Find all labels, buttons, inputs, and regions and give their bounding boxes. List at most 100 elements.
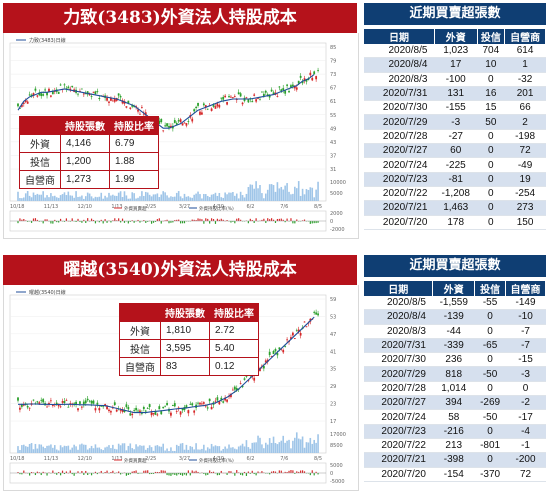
osc-bar [123, 221, 126, 223]
candle-body [65, 399, 68, 401]
candle-body [222, 401, 225, 403]
candle-body [193, 410, 196, 413]
osc-bar [129, 221, 131, 222]
trade-dealer: -198 [504, 129, 546, 145]
osc-bar [272, 471, 275, 473]
osc-bar [301, 220, 304, 221]
candle-body [80, 406, 83, 408]
osc-bar [100, 470, 102, 473]
osc-bar [303, 471, 306, 473]
holdings-table: 持股張數 持股比率 外資 4,146 6.79 投信 1,200 1.88 自營… [19, 116, 159, 189]
volume-bar [88, 448, 91, 453]
osc-bar [168, 473, 170, 476]
candle-body [69, 88, 72, 90]
trade-date: 2020/8/4 [364, 309, 433, 325]
volume-bar [224, 192, 226, 201]
volume-bar [113, 448, 116, 453]
trade-trust: 0 [474, 324, 506, 339]
trades-block-3540: 近期買賣超張數 日期 外資 投信 自營商 2020/8/5 -1,559 -55 -1… [364, 255, 546, 482]
candle-body [92, 400, 95, 404]
volume-bar [247, 187, 250, 201]
volume-bar [158, 446, 161, 453]
osc-bar [127, 221, 129, 224]
volume-bar [220, 197, 223, 201]
candle-body [144, 410, 147, 412]
candle-body [36, 95, 39, 97]
candle-body [293, 338, 296, 339]
volume-bar [284, 185, 286, 201]
volume-bar [40, 444, 43, 453]
osc-bar [56, 221, 58, 223]
trade-trust: 0 [474, 381, 506, 397]
trade-trust: -50 [474, 409, 506, 425]
candle-body [44, 89, 47, 91]
osc-bar [30, 471, 33, 473]
trade-foreign: 213 [432, 438, 475, 454]
volume-bar [113, 195, 116, 201]
volume-bar [204, 450, 207, 453]
trade-date: 2020/7/21 [364, 200, 435, 216]
osc-bar [133, 221, 135, 223]
osc-bar [296, 219, 298, 221]
candle-body [146, 408, 149, 410]
volume-bar [63, 445, 66, 453]
trade-row: 2020/7/22 -1,208 0 -254 [364, 186, 546, 202]
volume-bar [55, 197, 58, 201]
osc-bar [309, 473, 311, 476]
volume-bar [73, 444, 75, 453]
trade-date: 2020/7/28 [364, 381, 433, 397]
osc-bar [212, 219, 215, 221]
osc-bar [40, 473, 42, 476]
osc-bar [69, 221, 71, 222]
trade-row: 2020/7/22 213 -801 -1 [364, 438, 546, 454]
volume-bar [50, 444, 52, 453]
candle-body [313, 71, 316, 75]
trade-trust: -55 [474, 296, 506, 311]
holdings-shares: 1,273 [60, 170, 110, 189]
candle-body [251, 101, 254, 103]
candle-body [210, 108, 213, 111]
candle-body [40, 399, 43, 401]
osc-bar [205, 473, 207, 476]
volume-bar [52, 447, 54, 453]
volume-bar [24, 193, 27, 201]
osc-bar [263, 218, 265, 221]
osc-bar [286, 472, 288, 473]
osc-bar [176, 473, 178, 476]
osc-bar [317, 473, 319, 475]
candle-body [51, 404, 54, 406]
holdings-label: 外資 [19, 134, 61, 153]
volume-bar [23, 197, 25, 201]
holdings-label: 外資 [119, 321, 161, 340]
trade-foreign: 1,023 [434, 44, 478, 59]
osc-bar [65, 218, 67, 221]
candle-body [106, 97, 108, 101]
trade-foreign: -100 [434, 72, 478, 87]
volume-bar [100, 192, 103, 201]
x-tick-label: 10/18 [10, 204, 24, 210]
candle-body [305, 79, 308, 82]
volume-bar [243, 446, 246, 453]
trade-foreign: -216 [432, 424, 475, 439]
volume-bar [137, 446, 139, 453]
trade-date: 2020/7/21 [364, 452, 433, 468]
osc-bar [160, 221, 162, 224]
trade-foreign: 60 [434, 143, 478, 159]
volume-bar [125, 450, 128, 453]
osc-bar [181, 473, 184, 476]
volume-bar [133, 193, 135, 201]
volume-bar [135, 198, 137, 201]
trade-foreign: 58 [432, 409, 475, 425]
osc-bar [21, 473, 23, 475]
candle-body [280, 348, 283, 350]
volume-bar [218, 446, 221, 453]
volume-bar [183, 193, 186, 201]
osc-bar [193, 471, 195, 473]
candle-body [297, 329, 300, 333]
volume-bar [239, 191, 242, 201]
candle-body [228, 396, 230, 398]
candle-body [111, 100, 114, 102]
trade-row: 2020/8/5 -1,559 -55 -149 [364, 296, 546, 311]
osc-bar [178, 219, 180, 221]
candle-body [17, 103, 19, 107]
